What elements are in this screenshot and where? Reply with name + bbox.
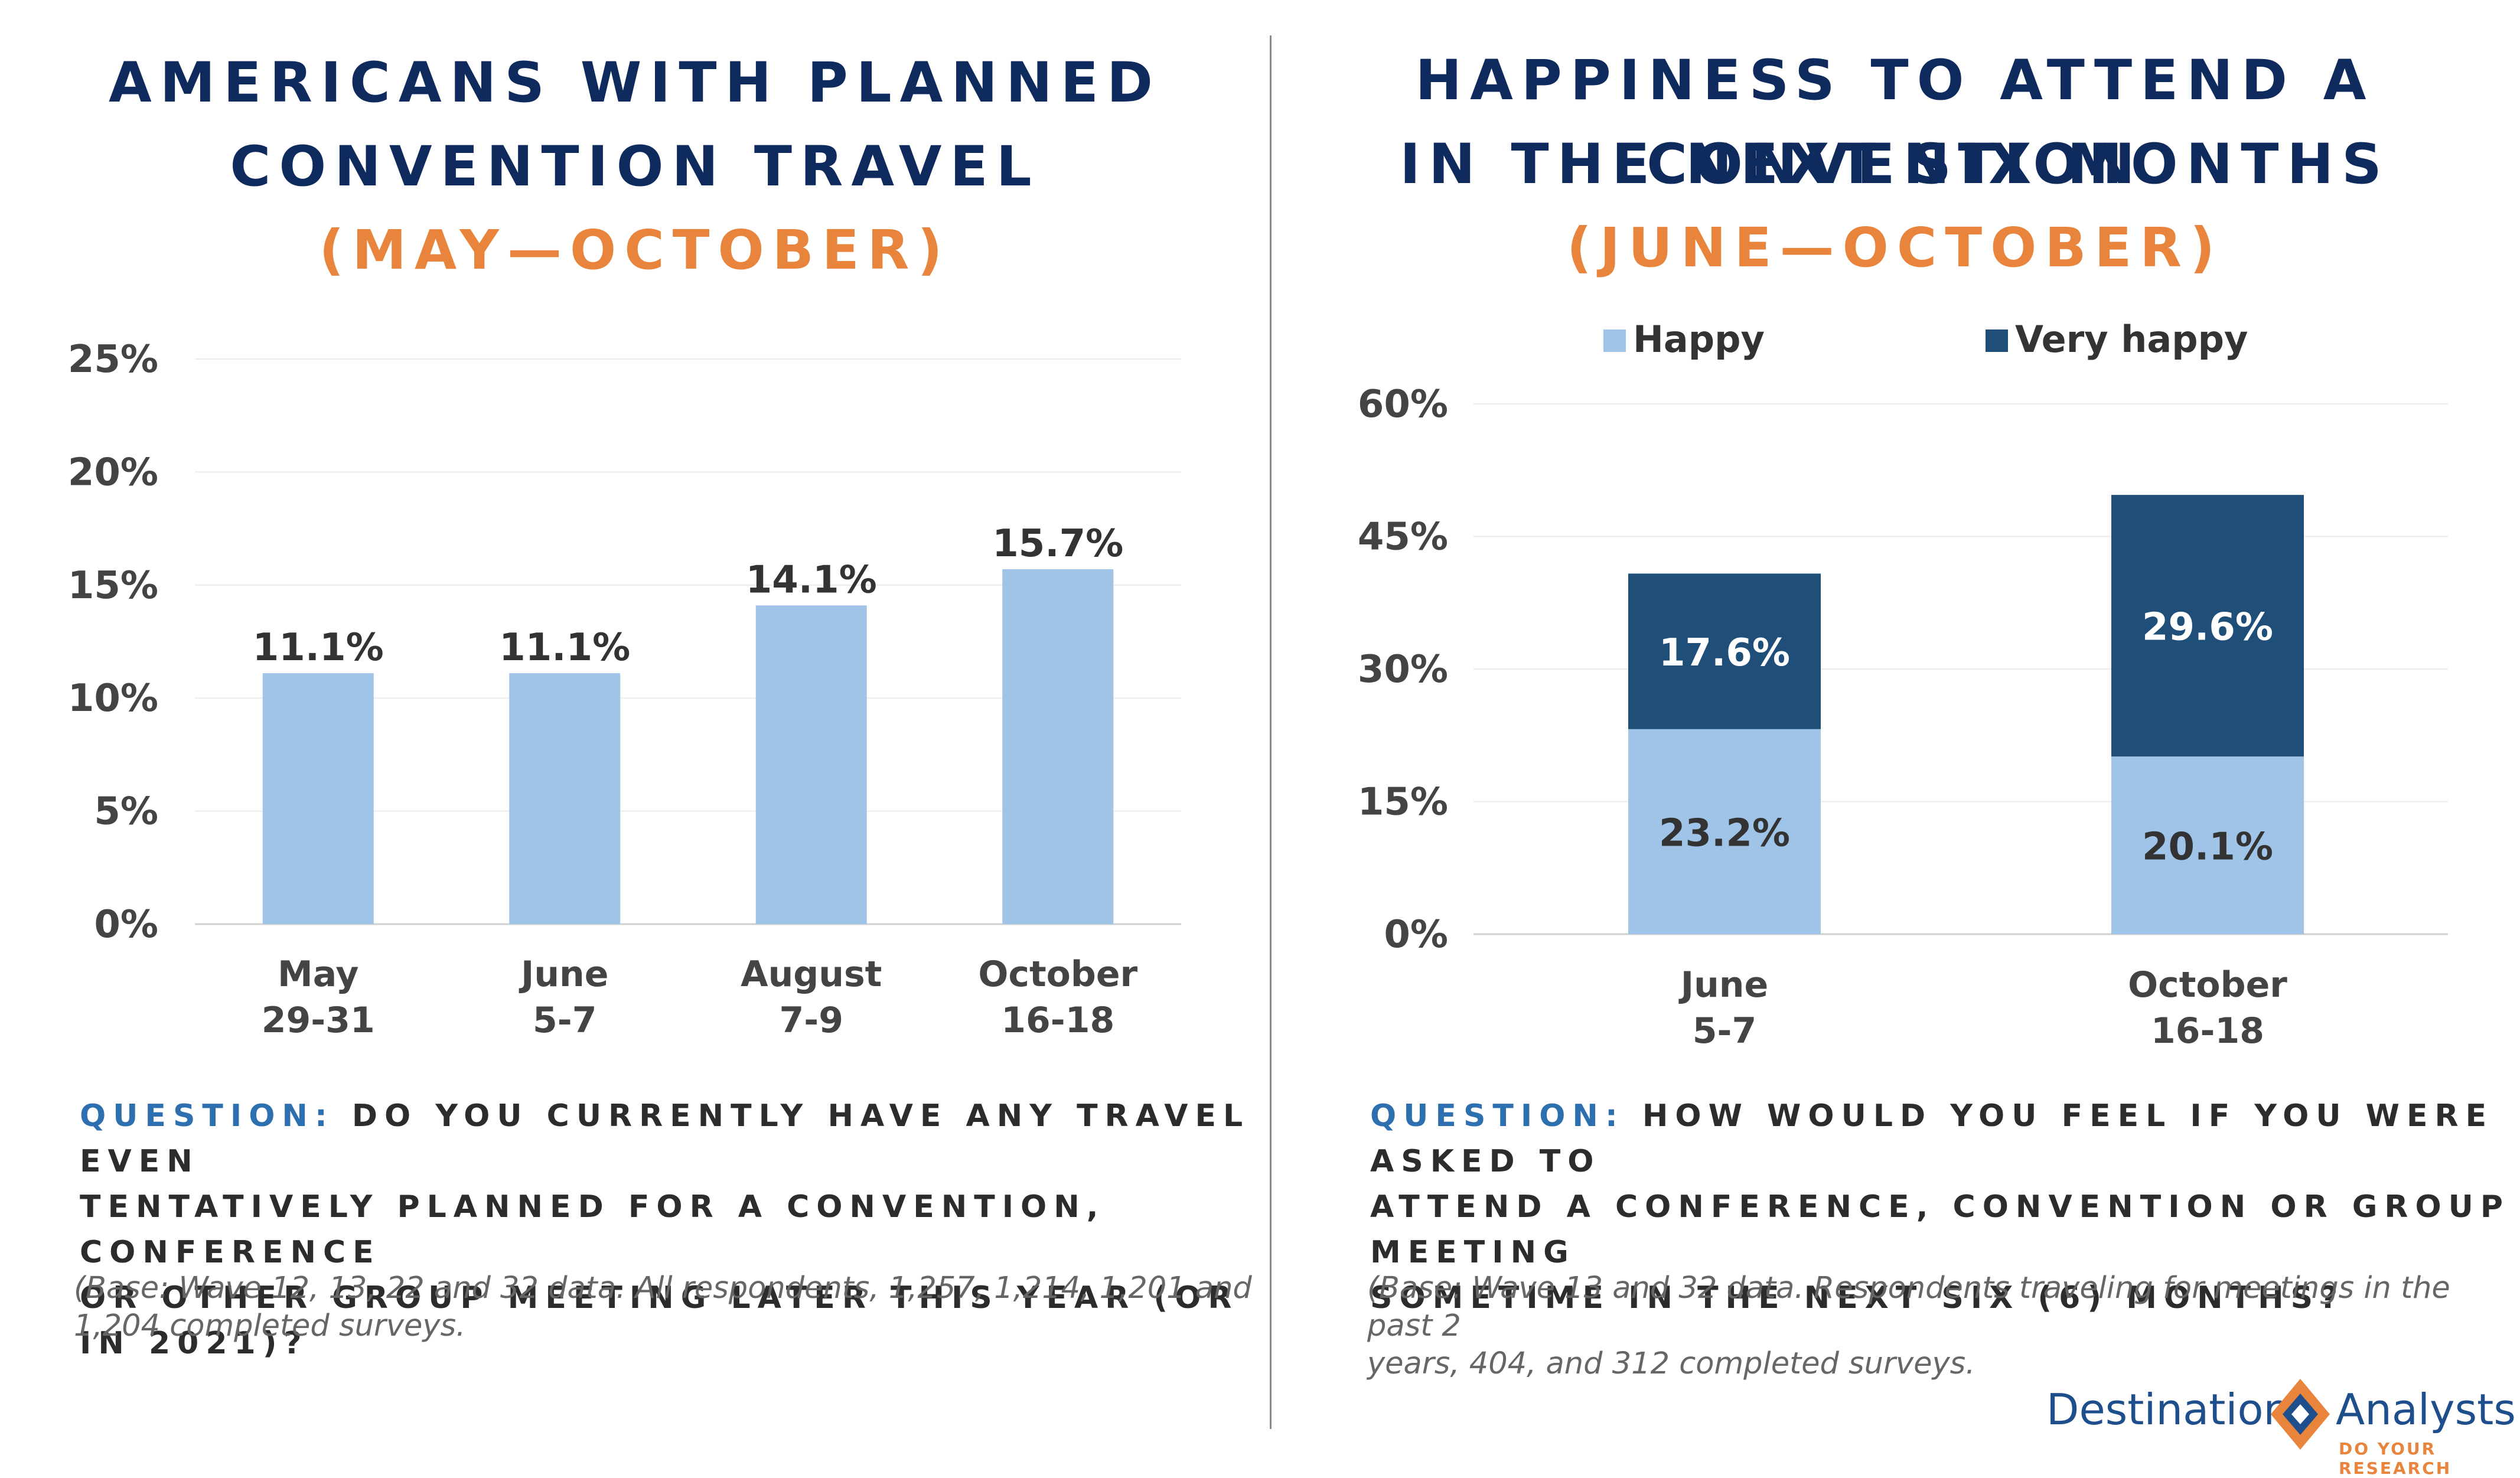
bar-segment (2111, 495, 2304, 757)
left-chart-title-line1: AMERICANS WITH PLANNED (109, 51, 1161, 115)
right-stacked-bar-chart: 0% 15% 30% 45% 60% Happy Very happy 23.2% 17.6% J… (1358, 318, 2448, 1052)
left-bar-chart: 0% 5% 10% 15% 20% 25% 11.1% May 29-31 11.1% June 5-… (68, 338, 1181, 1041)
legend-label: Happy (1633, 318, 1765, 361)
legend-swatch (1986, 329, 2008, 352)
legend-swatch (1603, 329, 1626, 352)
left-question-prefix: QUESTION: (80, 1098, 334, 1134)
bar (509, 673, 621, 924)
y-tick-label: 60% (1358, 383, 1448, 426)
right-base-note: (Base: Wave 13 and 32 data. Respondents … (1367, 1271, 2450, 1381)
data-label: 23.2% (1659, 811, 1790, 855)
logo-word-analysts: Analysts (2336, 1385, 2516, 1434)
right-chart-subtitle: (JUNE—OCTOBER) (1566, 216, 2224, 279)
diamond-icon (2271, 1379, 2330, 1450)
data-label: 29.6% (2142, 606, 2273, 650)
y-tick-label: 0% (94, 903, 158, 947)
y-tick-label: 25% (68, 338, 158, 381)
y-tick-label: 20% (68, 451, 158, 494)
left-question-text: DO YOU CURRENTLY HAVE ANY TRAVEL EVEN TE… (80, 1098, 1250, 1361)
x-tick-label: October (2128, 964, 2287, 1006)
x-tick-label: 5-7 (1693, 1010, 1756, 1052)
x-tick-label: May (278, 954, 358, 995)
logo-word-destination: Destination (2046, 1385, 2291, 1434)
right-question-text: HOW WOULD YOU FEEL IF YOU WERE ASKED TO … (1370, 1098, 2510, 1316)
right-question-prefix: QUESTION: (1370, 1098, 1625, 1134)
x-tick-label: June (1678, 964, 1768, 1006)
data-label: 20.1% (2142, 826, 2273, 869)
left-chart-subtitle: (MAY—OCTOBER) (319, 218, 951, 282)
y-tick-label: 10% (68, 677, 158, 720)
y-tick-label: 30% (1358, 648, 1448, 691)
bar-segment (1628, 729, 1821, 934)
x-tick-label: October (978, 954, 1137, 995)
data-label: 14.1% (746, 558, 877, 602)
data-label: 15.7% (992, 522, 1123, 566)
x-tick-label: August (741, 954, 882, 995)
y-tick-label: 15% (1358, 781, 1448, 824)
bar-segment (2111, 756, 2304, 934)
bar (755, 605, 867, 924)
x-tick-label: 7-9 (780, 1000, 843, 1041)
left-question: QUESTION: DO YOU CURRENTLY HAVE ANY TRAV… (80, 1094, 1270, 1366)
destination-analysts-logo: Destination Analysts DO YOUR RESEARCH (2046, 1373, 2516, 1478)
data-label: 11.1% (253, 626, 384, 670)
x-tick-label: 16-18 (2151, 1010, 2264, 1052)
x-tick-label: 16-18 (1001, 1000, 1114, 1041)
right-chart-title-line2: IN THE NEXT SIX MONTHS (1400, 132, 2390, 197)
bar (262, 673, 374, 924)
panel-divider (1270, 35, 1272, 1429)
logo-tagline: DO YOUR RESEARCH (2339, 1439, 2452, 1478)
x-tick-label: 5-7 (533, 1000, 596, 1041)
right-chart-title-line1: HAPPINESS TO ATTEND A CONVENTION (1415, 48, 2375, 197)
right-question: QUESTION: HOW WOULD YOU FEEL IF YOU WERE… (1370, 1094, 2520, 1321)
x-tick-label: June (519, 954, 608, 995)
bar-segment (1628, 573, 1821, 729)
legend-label: Very happy (2015, 318, 2248, 361)
y-tick-label: 5% (94, 790, 158, 834)
left-base-note: (Base: Wave 12, 13, 22 and 32 data. All … (74, 1271, 1252, 1343)
data-label: 17.6% (1659, 631, 1790, 675)
x-tick-label: 29-31 (262, 1000, 375, 1041)
left-chart-title-line2: CONVENTION TRAVEL (230, 135, 1040, 199)
right-panel: HAPPINESS TO ATTEND A CONVENTION IN THE … (1270, 0, 2520, 1474)
left-panel: AMERICANS WITH PLANNED CONVENTION TRAVEL… (68, 51, 1270, 1366)
y-tick-label: 0% (1384, 913, 1448, 957)
y-tick-label: 15% (68, 564, 158, 608)
y-tick-label: 45% (1358, 515, 1448, 559)
bar (1002, 569, 1114, 924)
data-label: 11.1% (499, 626, 630, 670)
